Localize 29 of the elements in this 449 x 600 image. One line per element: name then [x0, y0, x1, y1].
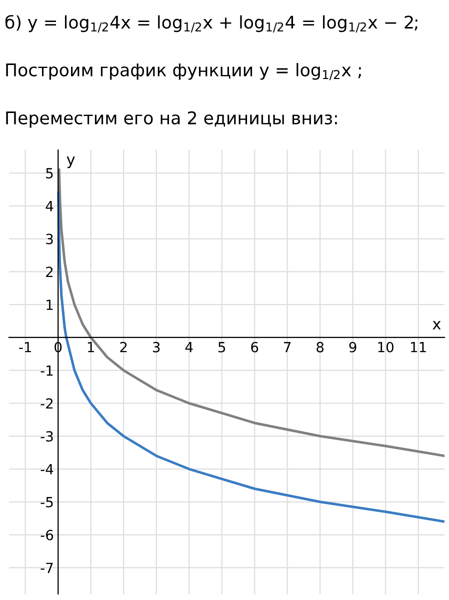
y-tick-label: -2	[40, 398, 53, 409]
x-tick-label: 8	[316, 342, 324, 352]
y-tick-label: 1	[46, 300, 53, 310]
x-tick-label: 7	[284, 342, 291, 352]
y-tick-label: 4	[46, 201, 54, 212]
y-tick-label: -7	[40, 562, 53, 573]
y-tick-label: -5	[40, 497, 53, 508]
x-tick-label: 1	[88, 342, 94, 352]
x-tick-label: 5	[218, 342, 226, 352]
y-tick-label: -3	[40, 431, 53, 442]
text: Переместим его на 2 единицы вниз:	[6, 111, 337, 128]
x-tick-label: -1	[19, 342, 31, 352]
x-tick-label: 9	[349, 342, 356, 352]
y-tick-label: -1	[40, 366, 53, 376]
y-tick-label: 2	[46, 266, 53, 277]
x-tick-label: 2	[120, 342, 127, 352]
y-tick-label: -4	[40, 464, 54, 474]
x-tick-label: 10	[378, 342, 394, 352]
x-tick-label: 3	[152, 342, 160, 352]
y-axis-title: y	[66, 156, 75, 168]
x-tick-label: 11	[411, 342, 426, 352]
y-tick-label: 3	[46, 234, 53, 244]
chart-title: б) y = log$_{1/2}$4x = log$_{1/2}$x + log$_{1/2}$4 = log$_{1/2}$x − 2;	[5, 15, 418, 32]
y-tick-label: 5	[46, 168, 53, 178]
x-tick-label: 4	[185, 342, 193, 352]
chart-subtitle: Построим график функции y = log$_{1/2}$x ;	[6, 63, 361, 80]
x-axis-title: x	[432, 321, 441, 330]
y-tick-label: -6	[40, 530, 54, 540]
x-tick-label: 6	[251, 342, 258, 352]
